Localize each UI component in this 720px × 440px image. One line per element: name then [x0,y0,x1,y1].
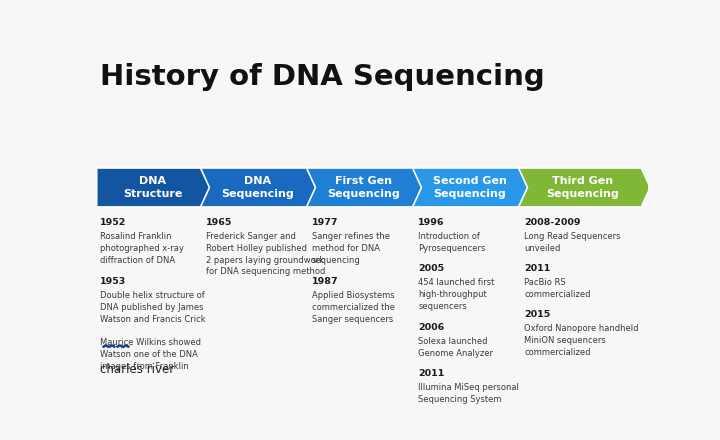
Text: 1996: 1996 [418,218,445,227]
Polygon shape [307,168,426,207]
Text: 2005: 2005 [418,264,444,273]
Text: DNA
Sequencing: DNA Sequencing [221,176,294,199]
Text: Double helix structure of
DNA published by James
Watson and Francis Crick

Mauri: Double helix structure of DNA published … [100,291,206,371]
Text: 1977: 1977 [312,218,338,227]
Text: Frederick Sanger and
Robert Holley published
2 papers laying groundwork
for DNA : Frederick Sanger and Robert Holley publi… [206,232,325,276]
Text: Rosalind Franklin
photographed x-ray
diffraction of DNA: Rosalind Franklin photographed x-ray dif… [100,232,184,264]
Text: 2011: 2011 [524,264,551,273]
Text: Oxford Nanopore handheld
MiniON sequencers
commercialized: Oxford Nanopore handheld MiniON sequence… [524,324,639,357]
Text: Solexa launched
Genome Analyzer: Solexa launched Genome Analyzer [418,337,493,358]
Text: Illumina MiSeq personal
Sequencing System: Illumina MiSeq personal Sequencing Syste… [418,383,519,404]
Text: Long Read Sequencers
unveiled: Long Read Sequencers unveiled [524,232,621,253]
Text: 1952: 1952 [100,218,127,227]
Text: Applied Biosystems
commercialized the
Sanger sequencers: Applied Biosystems commercialized the Sa… [312,291,395,323]
Text: 1965: 1965 [206,218,233,227]
Text: 2011: 2011 [418,369,444,378]
Text: 454 launched first
high-throughput
sequencers: 454 launched first high-throughput seque… [418,278,495,311]
Text: Introduction of
Pyrosequencers: Introduction of Pyrosequencers [418,232,485,253]
Text: History of DNA Sequencing: History of DNA Sequencing [100,63,545,91]
Text: 1987: 1987 [312,277,338,286]
Polygon shape [96,168,213,207]
Text: Second Gen
Sequencing: Second Gen Sequencing [433,176,507,199]
Text: charles river: charles river [100,363,174,376]
Text: DNA
Structure: DNA Structure [123,176,182,199]
Text: Sanger refines the
method for DNA
sequencing: Sanger refines the method for DNA sequen… [312,232,390,264]
Text: First Gen
Sequencing: First Gen Sequencing [328,176,400,199]
Text: 1953: 1953 [100,277,126,286]
Polygon shape [413,168,531,207]
Text: PacBio RS
commercialized: PacBio RS commercialized [524,278,590,299]
Text: 2006: 2006 [418,323,444,332]
Polygon shape [200,168,320,207]
Polygon shape [518,168,650,207]
Text: 2015: 2015 [524,310,550,319]
Text: 2008-2009: 2008-2009 [524,218,580,227]
Text: Third Gen
Sequencing: Third Gen Sequencing [546,176,618,199]
